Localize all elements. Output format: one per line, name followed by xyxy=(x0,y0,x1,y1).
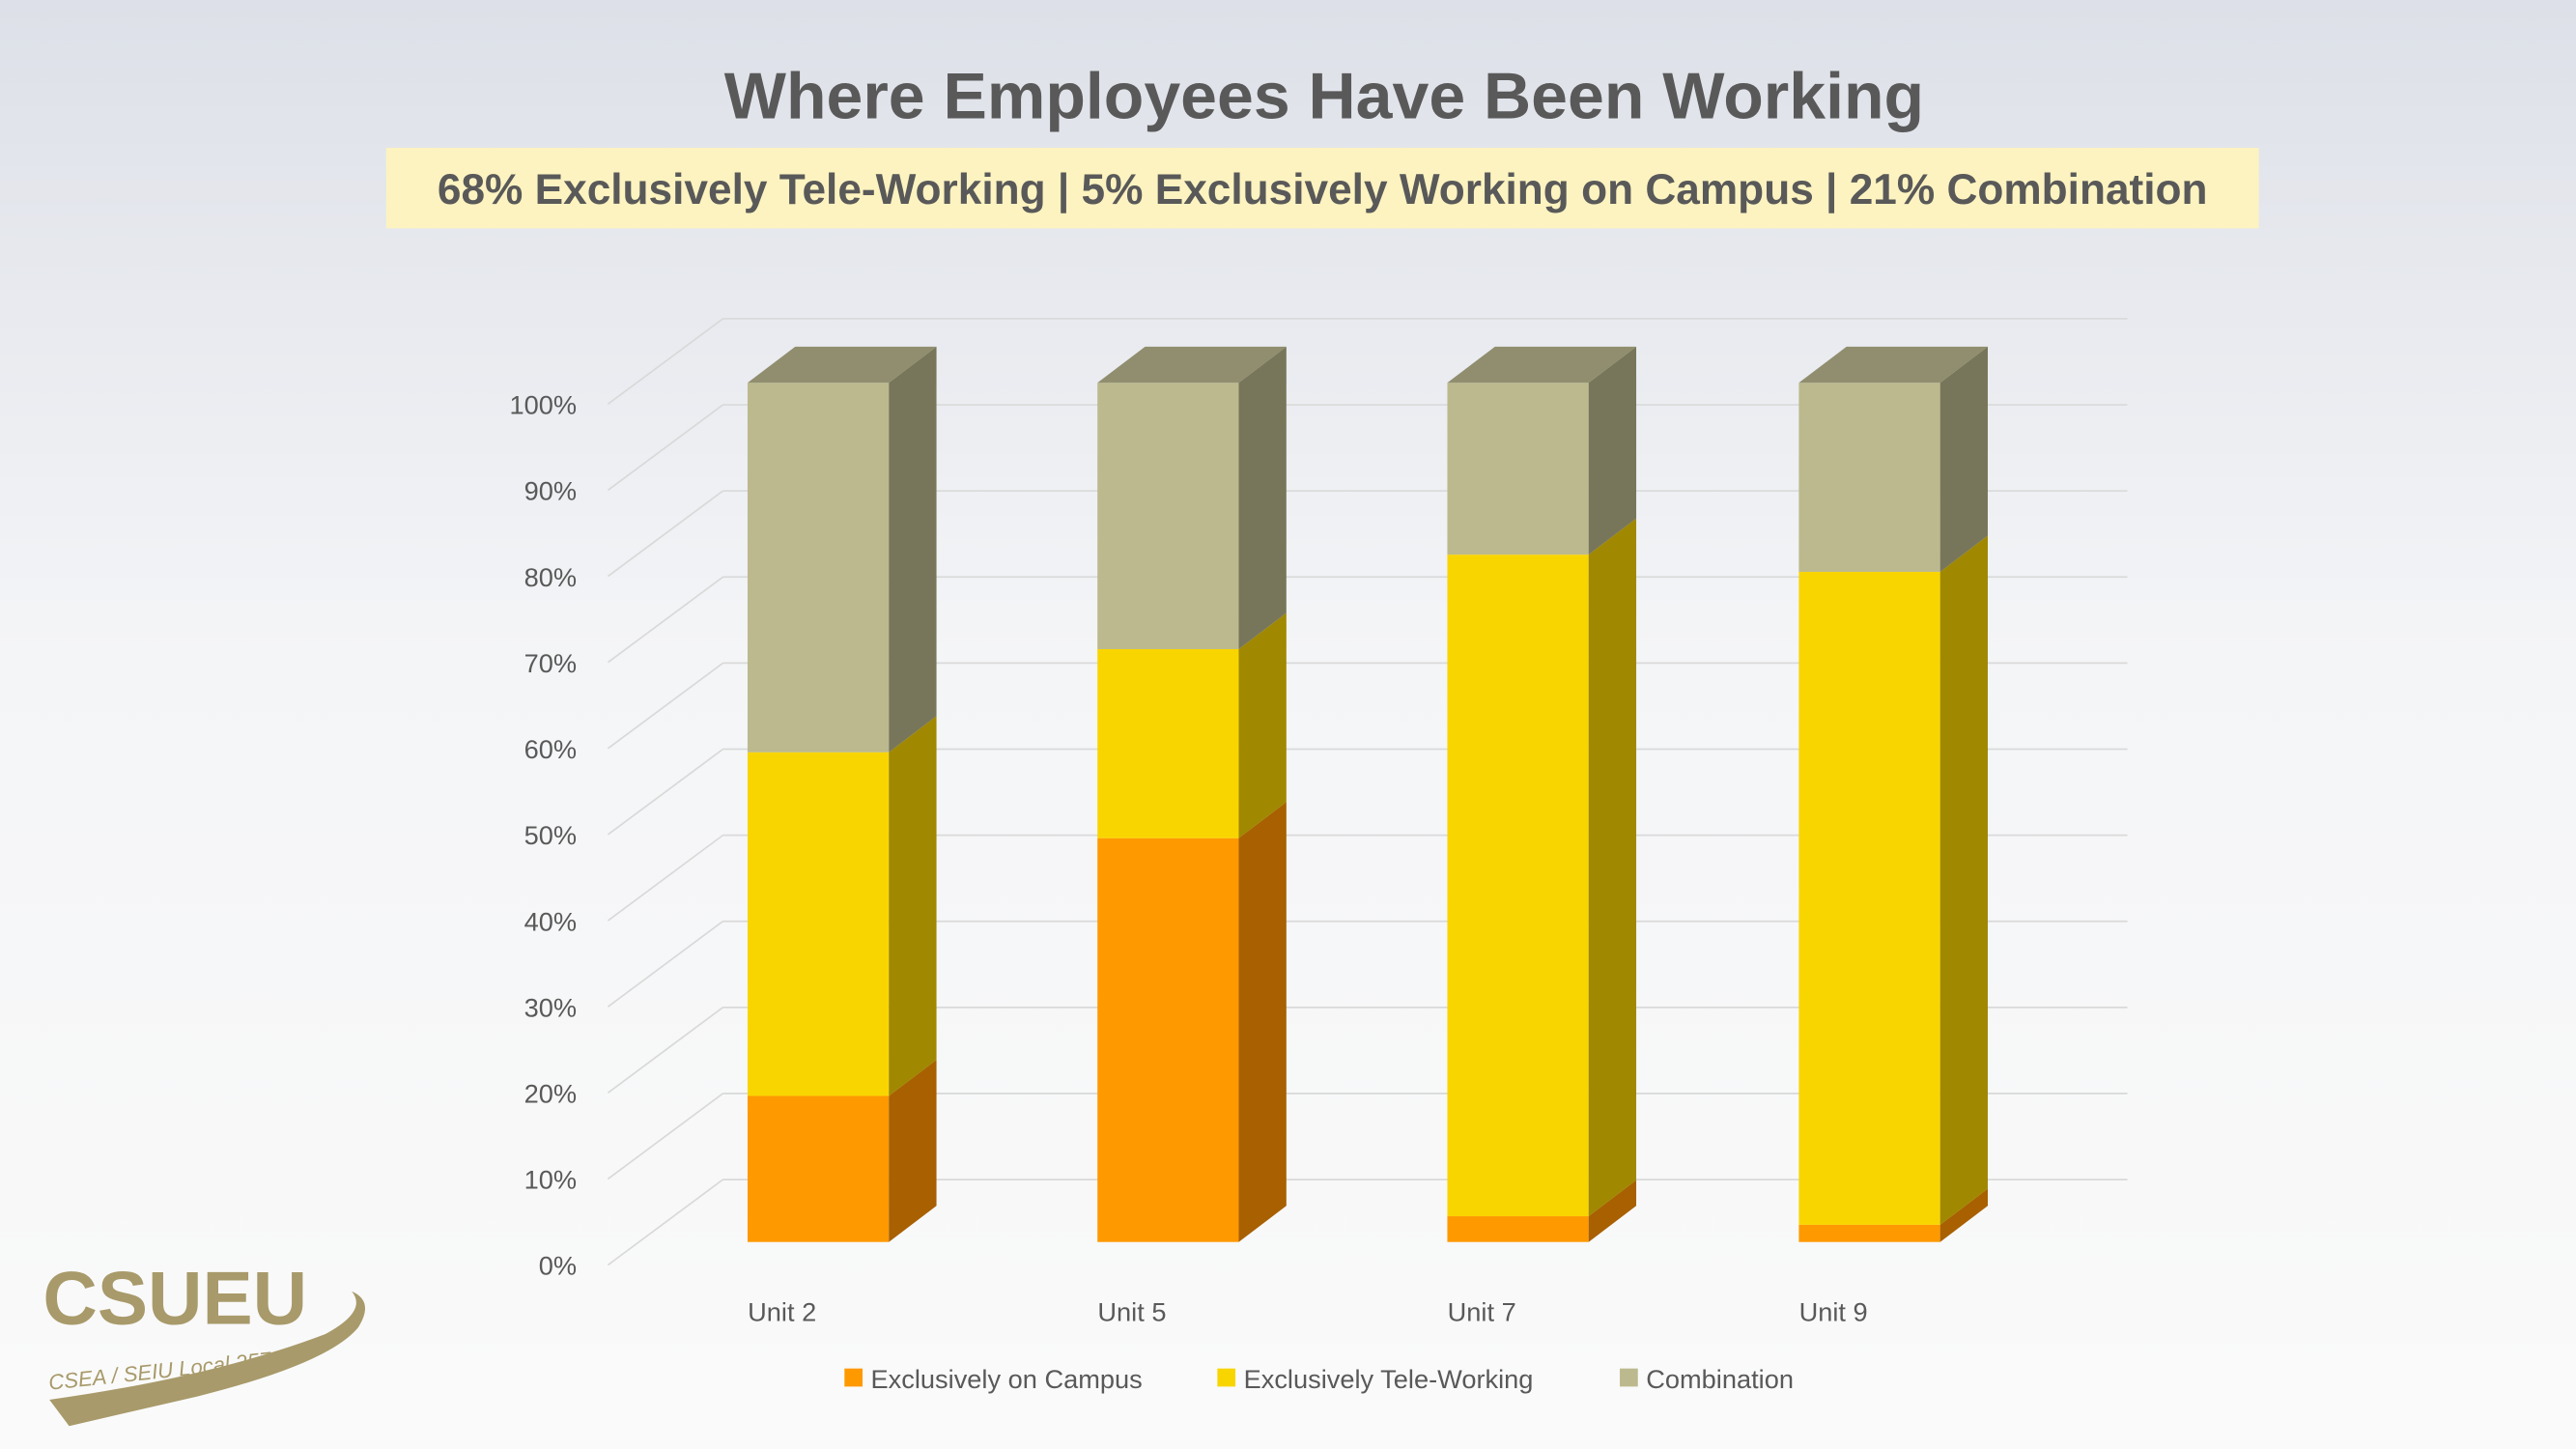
gridline-depth xyxy=(607,1007,723,1094)
y-tick-label: 90% xyxy=(524,476,577,506)
gridline-depth xyxy=(607,1093,723,1180)
x-axis-labels: Unit 2 Unit 5 Unit 7 Unit 9 xyxy=(748,1296,1868,1326)
legend-swatch-tele-working xyxy=(1217,1368,1236,1387)
bar-side-tele-working xyxy=(1939,535,1988,1225)
y-axis-labels: 100% 90% 80% 70% 60% 50% 40% 30% 20% 10% 0% xyxy=(510,390,578,1281)
y-tick-label: 10% xyxy=(524,1165,577,1195)
y-tick-label: 20% xyxy=(524,1078,577,1108)
bar-top xyxy=(1798,346,1988,384)
bar-segment-tele-working xyxy=(747,752,890,1096)
legend: Exclusively on Campus Exclusively Tele-Wo… xyxy=(844,1364,1794,1394)
bar-side-tele-working xyxy=(1588,518,1637,1217)
y-tick-label: 70% xyxy=(524,648,577,678)
gridline-depth xyxy=(607,748,723,836)
bar-side-tele-working xyxy=(1238,612,1287,838)
bar-side-campus xyxy=(1238,802,1287,1242)
y-tick-label: 100% xyxy=(510,390,578,420)
bars xyxy=(747,346,1988,1242)
bar-segment-tele-working xyxy=(1798,571,1940,1225)
bar-top xyxy=(747,346,937,384)
x-tick-label: Unit 9 xyxy=(1799,1296,1868,1326)
bar-side-combination xyxy=(1238,346,1287,649)
legend-label-combination: Combination xyxy=(1646,1364,1794,1394)
x-tick-label: Unit 5 xyxy=(1097,1296,1166,1326)
legend-label-campus: Exclusively on Campus xyxy=(871,1364,1143,1394)
gridline-depth xyxy=(607,490,723,578)
x-tick-label: Unit 2 xyxy=(748,1296,816,1326)
bar-segment-campus xyxy=(1097,838,1239,1242)
bar-top xyxy=(1097,346,1287,384)
logo-main: CSUEU xyxy=(42,1256,307,1341)
gridline-depth xyxy=(607,404,723,492)
bar-side-combination xyxy=(1588,346,1637,555)
subtitle-box xyxy=(385,148,2259,229)
subtitle: 68% Exclusively Tele-Working | 5% Exclus… xyxy=(438,166,2208,214)
bar-top xyxy=(1447,346,1637,384)
legend-swatch-combination xyxy=(1620,1368,1638,1387)
bar-segment-campus xyxy=(1447,1216,1589,1242)
y-tick-label: 80% xyxy=(524,562,577,592)
gridline-depth xyxy=(607,1179,723,1266)
bar-side-campus xyxy=(1939,1188,1988,1242)
bar-segment-campus xyxy=(747,1095,890,1242)
csueu-logo: CSUEU CSEA / SEIU Local 2579 xyxy=(42,1256,366,1427)
bar-segment-combination xyxy=(1447,383,1589,555)
legend-swatch-campus xyxy=(844,1368,863,1387)
y-tick-label: 30% xyxy=(524,992,577,1022)
bar-segment-combination xyxy=(1097,383,1239,649)
gridline-depth xyxy=(607,576,723,664)
bar-segment-campus xyxy=(1798,1224,1940,1242)
legend-label-tele-working: Exclusively Tele-Working xyxy=(1244,1364,1534,1394)
bar-segment-tele-working xyxy=(1097,648,1239,838)
gridline-depth xyxy=(607,921,723,1008)
x-tick-label: Unit 7 xyxy=(1448,1296,1516,1326)
y-tick-label: 60% xyxy=(524,734,577,764)
bar-side-combination xyxy=(1939,346,1988,572)
y-tick-label: 0% xyxy=(539,1251,577,1281)
bar-side-tele-working xyxy=(889,716,937,1096)
bar-segment-tele-working xyxy=(1447,554,1589,1217)
slide-title: Where Employees Have Been Working xyxy=(724,59,1924,132)
bar-segment-combination xyxy=(747,383,890,753)
bar-side-campus xyxy=(1588,1179,1637,1242)
gridline-depth xyxy=(607,662,723,750)
bar-side-combination xyxy=(889,346,937,753)
y-tick-label: 40% xyxy=(524,906,577,936)
logo-swoosh xyxy=(49,1291,366,1427)
gridline-depth xyxy=(607,834,723,922)
bar-side-campus xyxy=(889,1060,937,1242)
y-tick-label: 50% xyxy=(524,820,577,850)
bar-segment-combination xyxy=(1798,383,1940,572)
gridline-depth xyxy=(607,318,723,406)
